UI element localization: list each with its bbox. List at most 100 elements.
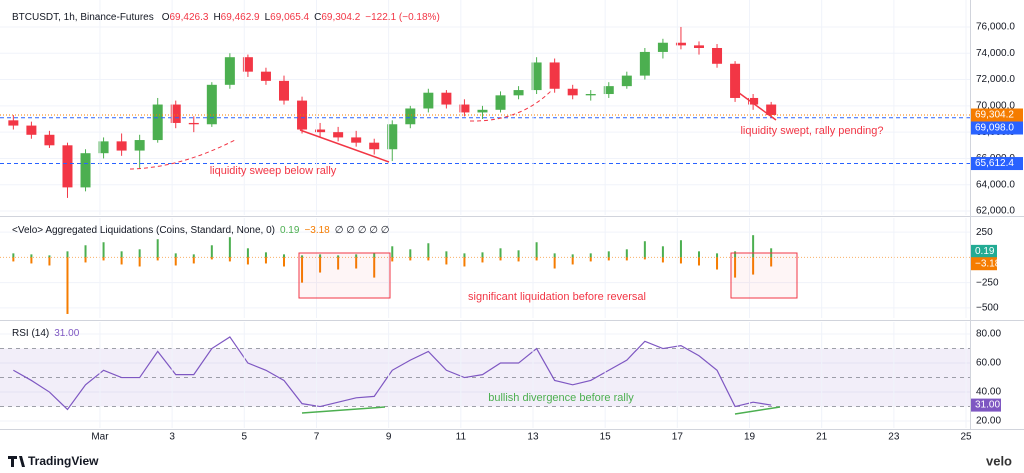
liquidation-bar <box>679 240 682 258</box>
liquidation-bar <box>517 257 520 262</box>
liquidation-bar <box>643 241 646 258</box>
liquidation-bar <box>391 246 394 258</box>
candle-body <box>26 125 37 135</box>
liquidation-bar <box>535 257 538 261</box>
liquidation-bar <box>120 251 123 258</box>
legend-value: 0.19 <box>280 225 300 236</box>
divergence-line <box>734 406 781 415</box>
y-tick-label: 74,000.0 <box>976 48 1015 59</box>
liquidation-bar <box>517 250 520 258</box>
candle-body <box>459 104 470 113</box>
trendline <box>299 129 390 163</box>
y-tick-label: 250 <box>976 227 993 238</box>
candle-body <box>315 129 326 133</box>
ohlc-key: C <box>314 12 321 23</box>
liquidation-bar <box>301 255 304 258</box>
candle-body <box>170 104 181 123</box>
x-tick-label: 17 <box>672 432 684 443</box>
liquidation-bar <box>716 253 719 258</box>
indicator-title: RSI (14) <box>12 328 49 339</box>
candle-body <box>98 141 109 154</box>
x-tick-label: 7 <box>314 432 320 443</box>
legend-header: <Velo> Aggregated Liquidations (Coins, S… <box>12 225 389 236</box>
liquidation-bar <box>138 257 141 267</box>
y-tick-label: 76,000.0 <box>976 22 1015 33</box>
liquidation-bar <box>661 257 664 263</box>
plot-flags: ∅ ∅ ∅ ∅ ∅ <box>335 225 390 236</box>
liquidation-bar <box>716 257 719 270</box>
annotation: liquidity swept, rally pending? <box>740 125 883 137</box>
candle-body <box>621 75 632 87</box>
liquidation-bar <box>30 257 33 264</box>
symbol: BTCUSDT, 1h, Binance-Futures <box>12 12 154 23</box>
curve <box>469 89 553 122</box>
liquidation-bar <box>337 255 340 258</box>
value-tag <box>971 244 997 258</box>
liquidation-bar <box>770 257 773 267</box>
candle-body <box>639 51 650 76</box>
liquidation-bar <box>156 257 159 261</box>
liquidation-bar <box>156 239 159 258</box>
liquidation-bar <box>589 257 592 262</box>
liquidation-bar <box>120 257 123 265</box>
liquidation-bar <box>697 251 700 258</box>
candle-body <box>369 142 380 150</box>
price-tag-label: 69,098.0 <box>975 123 1014 134</box>
candle-body <box>423 92 434 109</box>
liquidation-bar <box>48 255 51 258</box>
liquidation-bar <box>734 251 737 258</box>
liquidation-bar <box>499 248 502 258</box>
liquidation-bar <box>607 257 610 261</box>
liquidation-bar <box>282 254 285 258</box>
x-tick-label: Mar <box>91 432 109 443</box>
x-tick-label: 3 <box>169 432 175 443</box>
x-tick-label: 5 <box>242 432 248 443</box>
liquidation-bar <box>391 257 394 262</box>
candle-body <box>116 141 127 151</box>
y-tick-label: 80.00 <box>976 329 1001 340</box>
x-tick-label: 11 <box>456 432 467 443</box>
legend-value: −3.18 <box>304 225 330 236</box>
candle-body <box>44 134 55 146</box>
candle-body <box>766 104 777 116</box>
liquidation-bar <box>553 257 556 269</box>
candle-body <box>405 108 416 125</box>
ohlc-value: 69,462.9 <box>221 12 260 23</box>
liquidation-bar <box>535 242 538 258</box>
candle-body <box>693 45 704 48</box>
liquidation-bar <box>228 237 231 258</box>
liquidation-bar <box>66 251 69 258</box>
trendline <box>734 89 777 121</box>
logo <box>8 456 25 467</box>
curve <box>129 139 236 170</box>
candle-body <box>297 100 308 130</box>
candle-body <box>260 71 271 81</box>
liquidation-bar <box>174 257 177 266</box>
candle-body <box>134 140 145 151</box>
liquidation-bar <box>679 257 682 264</box>
candle-body <box>748 97 759 105</box>
liquidation-bar <box>643 257 646 260</box>
liquidation-bar <box>445 251 448 258</box>
candle-body <box>224 57 235 85</box>
candle-body <box>441 92 452 105</box>
y-tick-label: 72,000.0 <box>976 74 1015 85</box>
candle-body <box>585 94 596 96</box>
liquidation-bar <box>625 257 628 261</box>
x-tick-label: 9 <box>386 432 392 443</box>
candle-body <box>278 80 289 101</box>
legend-header: RSI (14) 31.00 <box>12 328 80 339</box>
liquidation-bar <box>589 253 592 258</box>
liquidation-bar <box>12 257 15 262</box>
liquidation-bar <box>427 243 430 258</box>
liquidation-bar <box>355 257 358 269</box>
y-tick-label: 20.00 <box>976 416 1001 427</box>
y-tick-label: 40.00 <box>976 387 1001 398</box>
x-tick-label: 19 <box>744 432 756 443</box>
candle-body <box>730 63 741 98</box>
liquidation-bar <box>752 235 755 258</box>
candle-body <box>657 42 668 52</box>
highlight-box <box>730 252 798 299</box>
liquidation-bar <box>499 257 502 261</box>
liquidation-bar <box>30 254 33 258</box>
